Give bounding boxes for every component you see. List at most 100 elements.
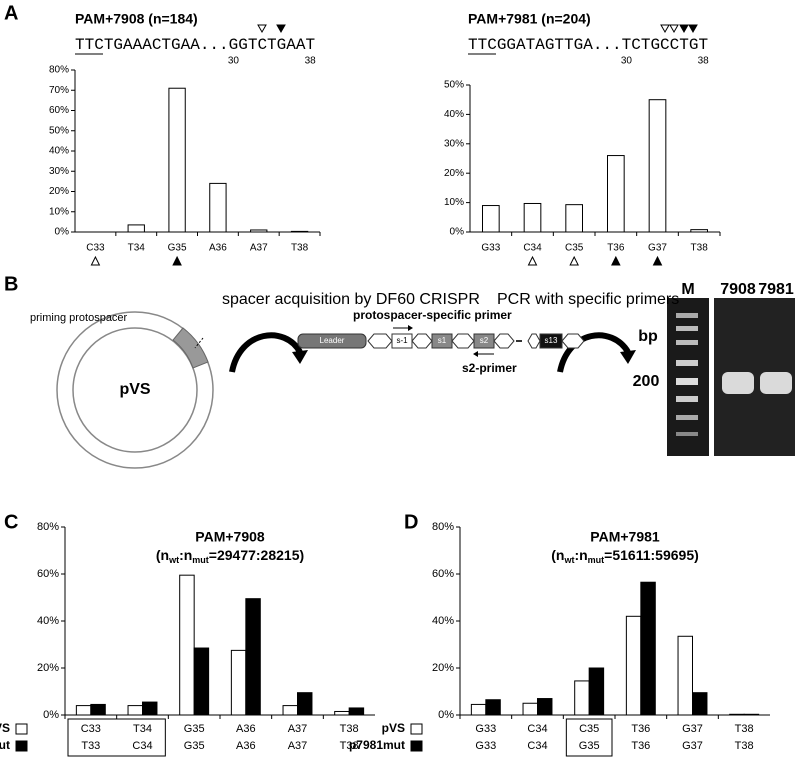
position-label: 38 [698, 56, 710, 67]
category-box [565, 718, 613, 757]
bar [209, 182, 227, 233]
x-tick-label: A36 [209, 243, 227, 254]
subtitle-part: :n [179, 547, 192, 563]
x-tick-label: C34 [527, 723, 547, 735]
x-tick-label: A36 [236, 740, 256, 752]
bar [607, 155, 625, 233]
gel-size: 200 [633, 373, 660, 390]
x-tick-label: C35 [565, 243, 584, 254]
pam: TTC [75, 36, 104, 54]
pam: TTC [468, 36, 497, 54]
bar [743, 713, 760, 716]
bar [142, 701, 158, 716]
bar [690, 229, 708, 233]
marker [569, 255, 579, 266]
bar [245, 598, 261, 716]
primer-label: protospacer-specific primer [353, 308, 512, 322]
subtitle-part: (n [551, 547, 564, 563]
x-tick-label: A37 [288, 740, 308, 752]
gel-lane: M [681, 281, 694, 298]
sequence-rest: TGAAACTGAA...GGTCTGAAT [104, 36, 315, 54]
bar [127, 705, 144, 716]
x-tick-label: A37 [250, 243, 268, 254]
bar [179, 574, 195, 716]
y-tick-label: 0% [43, 709, 59, 721]
y-tick-label: 10% [49, 206, 69, 217]
x-tick-label: G35 [184, 740, 205, 752]
panel-label: B [4, 273, 18, 295]
bar [193, 647, 210, 716]
y-tick-label: 40% [37, 615, 59, 627]
bar [482, 205, 500, 233]
x-tick-label: C34 [132, 740, 152, 752]
x-tick-label: T36 [607, 243, 625, 254]
bar [537, 698, 553, 716]
bar [290, 230, 309, 233]
bar [127, 224, 145, 233]
subscript: mut [588, 555, 605, 565]
marker [90, 255, 101, 266]
array-label: Leader [320, 336, 345, 345]
bar [250, 229, 268, 233]
y-tick-label: 30% [49, 166, 69, 177]
bar [522, 702, 538, 716]
gel-unit: bp [638, 328, 658, 345]
bar [677, 635, 693, 716]
legend-label: p7981mut [349, 738, 405, 752]
bar [230, 649, 247, 716]
panel-label: D [404, 511, 418, 533]
y-tick-label: 60% [37, 568, 59, 580]
array-label: s-1 [396, 336, 408, 345]
y-tick-label: 80% [432, 521, 454, 533]
array-label: s13 [545, 336, 558, 345]
x-tick-label: T38 [340, 740, 359, 752]
sequence: TTCTGAAACTGAA...GGTCTGAAT [75, 36, 315, 54]
x-tick-label: A36 [236, 723, 256, 735]
x-tick-label: G37 [648, 243, 667, 254]
x-tick-label: C33 [86, 243, 105, 254]
gel-lane: 7908 [720, 281, 756, 298]
subtitle-part: :n [574, 547, 587, 563]
legend-label: pVS [0, 721, 10, 735]
bar [588, 667, 605, 716]
gel-lane: 7981 [758, 281, 794, 298]
legend-swatch [15, 723, 28, 735]
bar [565, 204, 583, 233]
subscript: mut [192, 555, 209, 565]
y-tick-label: 20% [444, 168, 464, 179]
marker [527, 255, 538, 266]
x-tick-label: T36 [631, 740, 650, 752]
y-tick-label: 40% [444, 109, 464, 120]
bar [470, 703, 487, 716]
y-tick-label: 70% [49, 85, 69, 96]
x-tick-label: G33 [475, 723, 496, 735]
bar [485, 699, 501, 716]
bar [168, 87, 186, 233]
subtitle-part: =51611:59695) [604, 547, 699, 563]
x-tick-label: T36 [631, 723, 650, 735]
subscript: wt [168, 555, 179, 565]
bar [297, 692, 313, 716]
bar [625, 615, 642, 716]
position-label: 30 [621, 56, 633, 67]
y-tick-label: 50% [444, 80, 464, 91]
bar [334, 710, 350, 716]
position-label: 38 [305, 56, 317, 67]
x-tick-label: G37 [682, 740, 703, 752]
chart-title: PAM+7981 [590, 529, 660, 545]
y-tick-label: 60% [49, 105, 69, 116]
x-tick-label: C33 [81, 723, 101, 735]
x-tick-label: T38 [735, 723, 754, 735]
y-tick-label: 30% [444, 138, 464, 149]
bar [692, 692, 708, 716]
y-tick-label: 40% [49, 146, 69, 157]
bar [90, 703, 106, 716]
step-label: spacer acquisition by DF60 CRISPR [222, 291, 480, 308]
x-tick-label: G35 [184, 723, 205, 735]
y-tick-label: 0% [55, 227, 70, 238]
marker [611, 255, 621, 266]
y-tick-label: 0% [450, 227, 465, 238]
sequence: TTCGGATAGTTGA...TCTGCCTGT [468, 36, 708, 54]
bar [523, 202, 542, 233]
